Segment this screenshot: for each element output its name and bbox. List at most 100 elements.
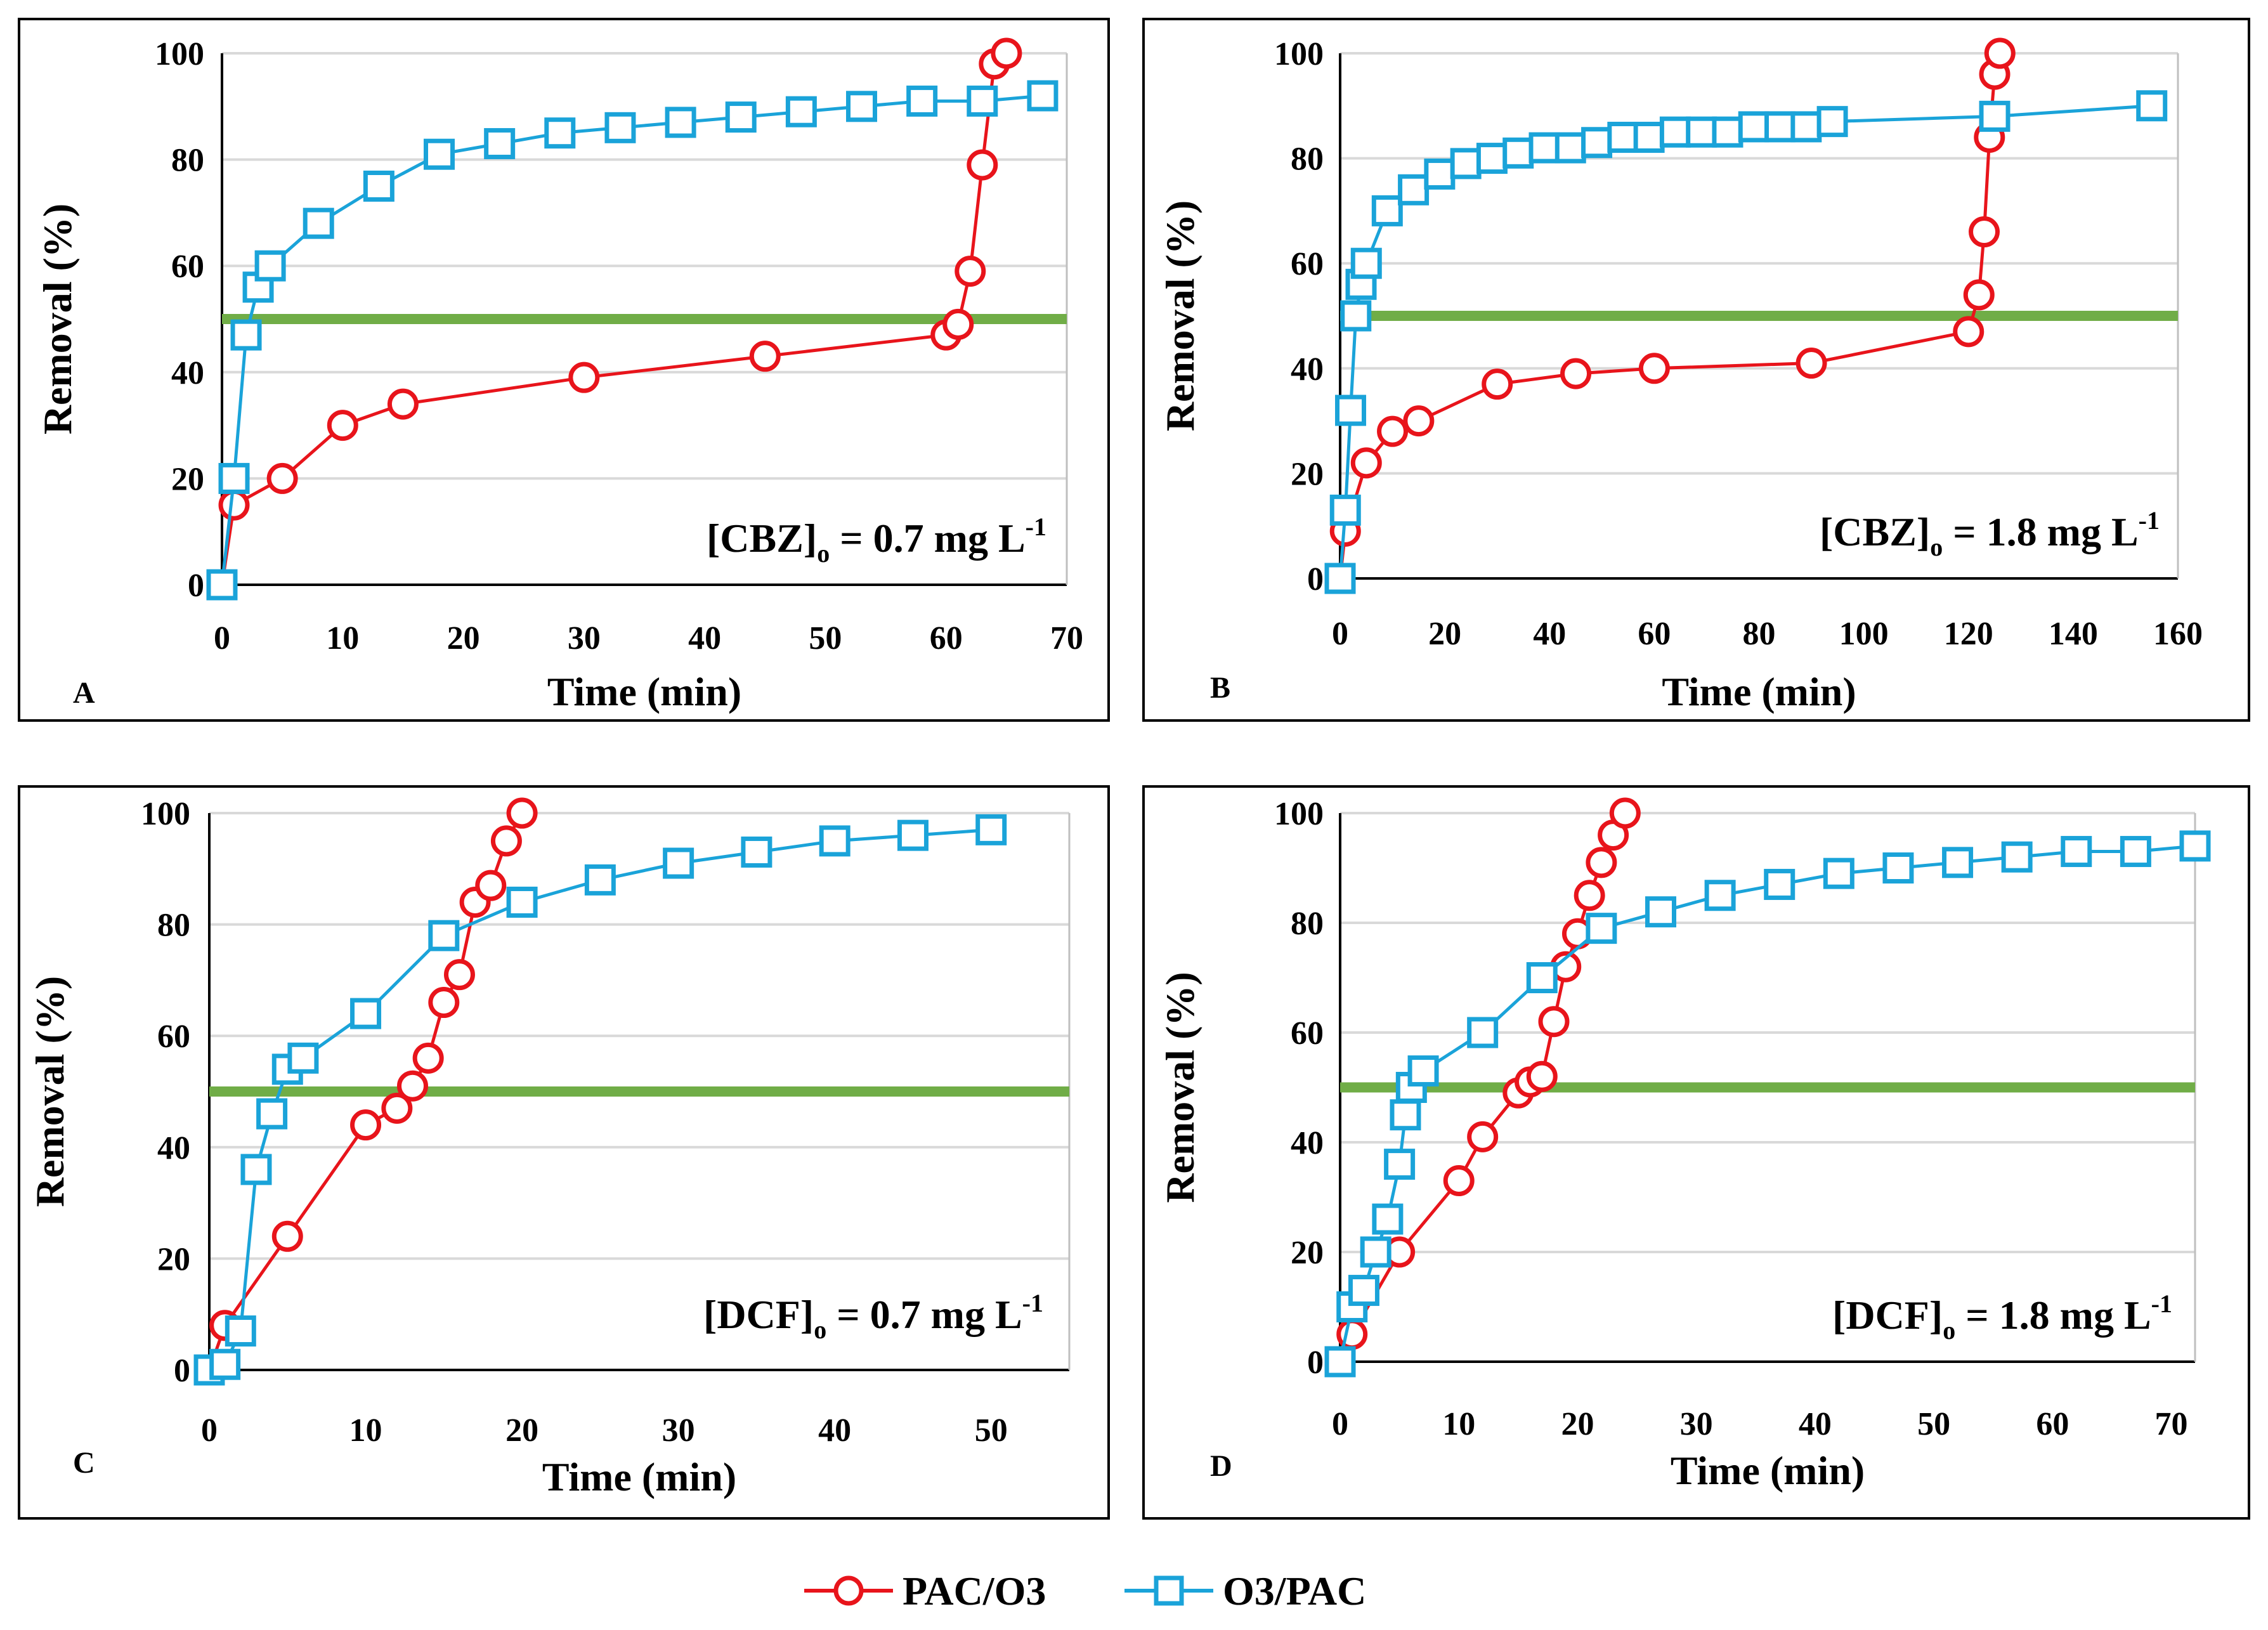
data-point bbox=[350, 1109, 382, 1141]
x-tick-label: 20 bbox=[505, 1412, 538, 1449]
data-point bbox=[1526, 962, 1558, 993]
data-point bbox=[2120, 836, 2151, 868]
data-point bbox=[428, 920, 460, 951]
x-tick-label: 30 bbox=[1680, 1406, 1713, 1442]
x-axis-title: Time (min) bbox=[542, 1454, 736, 1499]
data-point bbox=[240, 1154, 272, 1185]
data-point bbox=[225, 1315, 256, 1347]
y-tick-label: 80 bbox=[171, 143, 204, 179]
data-point bbox=[1335, 394, 1367, 426]
x-tick-label: 0 bbox=[201, 1412, 218, 1449]
data-point bbox=[1816, 106, 1848, 138]
data-point bbox=[584, 864, 616, 896]
data-point bbox=[604, 112, 636, 143]
x-tick-label: 0 bbox=[1332, 1406, 1348, 1442]
data-point bbox=[1407, 1055, 1439, 1087]
y-tick-label: 40 bbox=[1291, 351, 1324, 388]
data-point bbox=[1979, 100, 2011, 132]
data-point bbox=[1738, 111, 1769, 143]
y-axis-title: Removal (%) bbox=[35, 204, 80, 434]
y-tick-label: 20 bbox=[1291, 1235, 1324, 1271]
series-pac-o3 bbox=[206, 37, 1022, 601]
data-point bbox=[1823, 857, 1854, 889]
data-point bbox=[1574, 880, 1605, 911]
x-tick-label: 30 bbox=[568, 620, 601, 656]
y-tick-label: 80 bbox=[157, 908, 190, 944]
data-point bbox=[1350, 447, 1382, 479]
data-point bbox=[424, 138, 455, 170]
data-point bbox=[1482, 368, 1513, 400]
y-tick-label: 40 bbox=[1291, 1125, 1324, 1161]
data-point bbox=[1324, 1346, 1356, 1378]
series-line bbox=[1338, 844, 2196, 1362]
x-tick-label: 30 bbox=[662, 1412, 695, 1449]
data-point bbox=[846, 91, 878, 122]
data-point bbox=[1502, 137, 1534, 169]
x-tick-label: 0 bbox=[214, 620, 230, 656]
data-point bbox=[1377, 415, 1409, 447]
data-point bbox=[443, 959, 475, 991]
x-tick-label: 70 bbox=[1050, 620, 1083, 656]
data-point bbox=[741, 836, 772, 868]
series-o3-pac bbox=[206, 80, 1059, 601]
y-tick-label: 60 bbox=[1291, 1015, 1324, 1052]
data-point bbox=[363, 171, 394, 202]
x-tick-label: 10 bbox=[326, 620, 359, 656]
data-point bbox=[663, 847, 694, 879]
data-point bbox=[1538, 1006, 1570, 1038]
data-point bbox=[475, 870, 507, 901]
y-tick-label: 0 bbox=[188, 568, 204, 604]
panel-frame bbox=[1142, 785, 2250, 1520]
x-tick-label: 50 bbox=[1917, 1406, 1950, 1442]
y-tick-label: 60 bbox=[1291, 246, 1324, 282]
data-point bbox=[1686, 116, 1717, 148]
legend-label: PAC/O3 bbox=[903, 1568, 1046, 1614]
data-point bbox=[484, 127, 516, 159]
data-point bbox=[506, 797, 538, 829]
data-point bbox=[1953, 316, 1984, 348]
data-point bbox=[2001, 841, 2033, 873]
data-point bbox=[2179, 830, 2211, 862]
data-point bbox=[1560, 358, 1592, 389]
x-tick-label: 20 bbox=[1561, 1406, 1594, 1442]
data-point bbox=[256, 1098, 288, 1130]
data-point bbox=[1609, 797, 1641, 829]
y-tick-label: 100 bbox=[141, 796, 190, 832]
data-point bbox=[1324, 563, 1356, 594]
data-point bbox=[218, 489, 250, 521]
x-tick-label: 40 bbox=[1533, 616, 1566, 652]
x-tick-label: 60 bbox=[930, 620, 963, 656]
data-point bbox=[350, 998, 382, 1029]
data-point bbox=[206, 569, 238, 601]
data-point bbox=[967, 85, 998, 117]
data-point bbox=[254, 250, 286, 282]
data-point bbox=[967, 149, 998, 181]
panel-letter: B bbox=[1210, 671, 1230, 705]
x-tick-label: 40 bbox=[688, 620, 721, 656]
y-tick-label: 60 bbox=[171, 249, 204, 285]
data-point bbox=[428, 987, 460, 1019]
y-tick-label: 100 bbox=[155, 36, 204, 72]
data-point bbox=[1704, 880, 1736, 911]
series-line bbox=[209, 828, 991, 1372]
x-tick-label: 140 bbox=[2049, 616, 2098, 652]
data-point bbox=[897, 819, 929, 851]
x-axis-title: Time (min) bbox=[1662, 669, 1856, 714]
data-point bbox=[1424, 158, 1456, 190]
x-tick-label: 100 bbox=[1839, 616, 1889, 652]
data-point bbox=[955, 256, 986, 287]
series-o3-pac bbox=[1324, 830, 2211, 1378]
data-point bbox=[1360, 1236, 1391, 1268]
data-point bbox=[1586, 913, 1617, 944]
data-point bbox=[230, 319, 262, 351]
data-point bbox=[1645, 896, 1676, 928]
panel-b: 0 20 40 60 80 100 0 20 40 60 80 100 120 140 160 Time (m… bbox=[1142, 18, 2250, 722]
x-axis-title: Time (min) bbox=[1671, 1448, 1865, 1493]
x-tick-label: 10 bbox=[349, 1412, 382, 1449]
data-point bbox=[1467, 1121, 1499, 1152]
y-axis-title: Removal (%) bbox=[27, 976, 72, 1207]
data-point bbox=[1390, 1099, 1421, 1131]
series-o3-pac bbox=[193, 814, 1007, 1386]
series-pac-o3 bbox=[193, 797, 538, 1386]
